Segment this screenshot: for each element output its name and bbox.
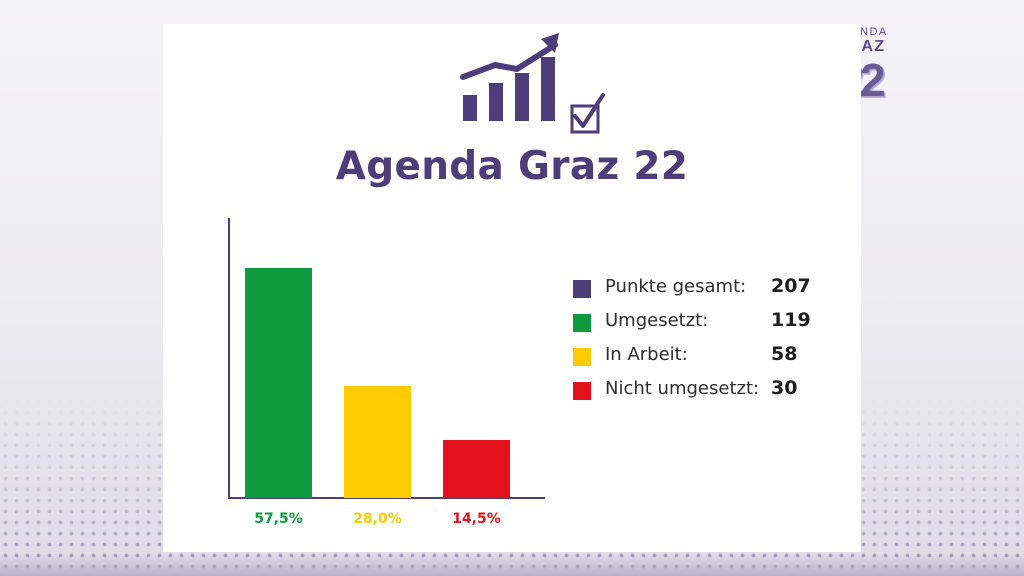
page-title: Agenda Graz 22 <box>335 144 689 189</box>
bar-3 <box>443 440 510 498</box>
legend-value: 58 <box>771 343 798 365</box>
checkbox-check-icon <box>570 93 605 134</box>
legend-swatch <box>573 348 591 366</box>
bar-2 <box>344 386 411 498</box>
content-card: Agenda Graz 22 57,5% 28,0% 14,5% Punkte ge… <box>163 24 861 552</box>
legend-label: Nicht umgesetzt: <box>605 378 760 399</box>
bar-value-label-3: 14,5% <box>452 511 501 527</box>
legend-value: 30 <box>771 377 798 399</box>
bar-1 <box>245 268 312 498</box>
background-bottom-band <box>0 554 1024 576</box>
legend-label: Punkte gesamt: <box>605 276 747 297</box>
legend-label: Umgesetzt: <box>605 310 709 331</box>
legend-label: In Arbeit: <box>605 344 688 365</box>
legend-swatch <box>573 280 591 298</box>
legend-swatch <box>573 314 591 332</box>
bar-value-label-1: 57,5% <box>254 511 303 527</box>
legend-swatch <box>573 382 591 400</box>
bar-chart: 57,5% 28,0% 14,5% <box>228 218 545 527</box>
legend-value: 207 <box>771 275 811 297</box>
bar-value-label-2: 28,0% <box>353 511 402 527</box>
legend-value: 119 <box>771 309 811 331</box>
growth-chart-icon <box>460 33 605 134</box>
